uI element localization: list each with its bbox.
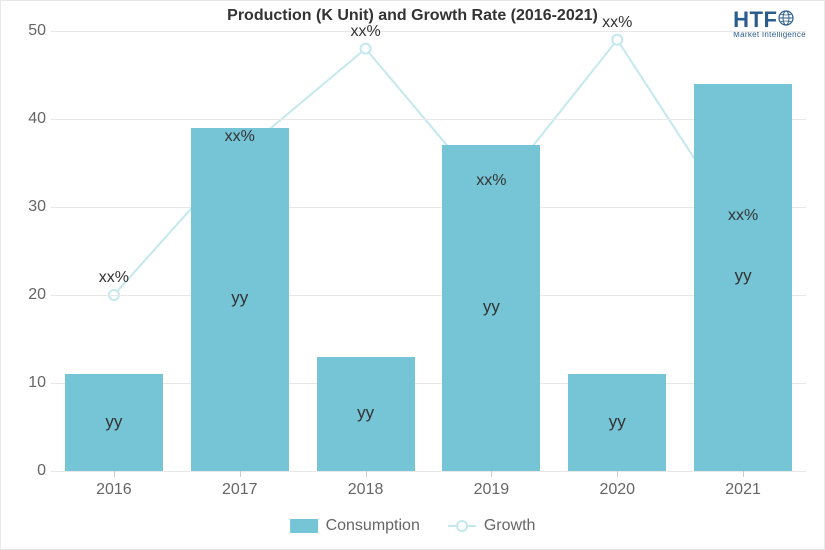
bar-group: yy2017 bbox=[191, 31, 289, 471]
bar-value-label: yy bbox=[191, 288, 289, 308]
grid-line bbox=[51, 471, 806, 472]
x-tick-mark bbox=[491, 471, 492, 477]
x-tick-label: 2020 bbox=[568, 481, 666, 499]
logo-text: HTF bbox=[733, 9, 777, 31]
bar-value-label: yy bbox=[568, 412, 666, 432]
growth-point-label: xx% bbox=[728, 207, 758, 225]
chart-title: Production (K Unit) and Growth Rate (201… bbox=[227, 7, 598, 25]
legend: Consumption Growth bbox=[290, 517, 536, 535]
x-tick-mark bbox=[617, 471, 618, 477]
bar-group: yy2019 bbox=[442, 31, 540, 471]
growth-point-label: xx% bbox=[350, 23, 380, 41]
legend-item-consumption: Consumption bbox=[290, 517, 420, 535]
growth-point-label: xx% bbox=[602, 14, 632, 32]
x-tick-label: 2021 bbox=[694, 481, 792, 499]
globe-icon bbox=[777, 9, 795, 27]
y-tick-label: 30 bbox=[16, 198, 46, 216]
grid-line bbox=[51, 295, 806, 296]
y-tick-label: 50 bbox=[16, 22, 46, 40]
legend-label-consumption: Consumption bbox=[326, 517, 420, 535]
x-tick-mark bbox=[743, 471, 744, 477]
grid-line bbox=[51, 31, 806, 32]
legend-item-growth: Growth bbox=[448, 517, 536, 535]
grid-line bbox=[51, 383, 806, 384]
legend-swatch-line bbox=[448, 519, 476, 533]
x-tick-label: 2018 bbox=[317, 481, 415, 499]
bar-group: yy2016 bbox=[65, 31, 163, 471]
bar-value-label: yy bbox=[694, 266, 792, 286]
x-tick-mark bbox=[366, 471, 367, 477]
grid-line bbox=[51, 207, 806, 208]
legend-label-growth: Growth bbox=[484, 517, 536, 535]
x-tick-mark bbox=[240, 471, 241, 477]
bar-group: yy2018 bbox=[317, 31, 415, 471]
growth-point-label: xx% bbox=[99, 269, 129, 287]
logo-main: HTF bbox=[733, 9, 806, 31]
bar-value-label: yy bbox=[317, 403, 415, 423]
bar-value-label: yy bbox=[65, 412, 163, 432]
x-tick-mark bbox=[114, 471, 115, 477]
x-tick-label: 2019 bbox=[442, 481, 540, 499]
legend-swatch-bar bbox=[290, 519, 318, 533]
y-tick-label: 40 bbox=[16, 110, 46, 128]
bar-value-label: yy bbox=[442, 297, 540, 317]
y-tick-label: 0 bbox=[16, 462, 46, 480]
grid-line bbox=[51, 119, 806, 120]
chart-container: Production (K Unit) and Growth Rate (201… bbox=[0, 0, 825, 550]
y-tick-label: 10 bbox=[16, 374, 46, 392]
x-tick-label: 2017 bbox=[191, 481, 289, 499]
growth-line bbox=[51, 31, 806, 471]
y-tick-label: 20 bbox=[16, 286, 46, 304]
plot-area: 01020304050yy2016yy2017yy2018yy2019yy202… bbox=[51, 31, 806, 471]
bar-group: yy2021 bbox=[694, 31, 792, 471]
x-tick-label: 2016 bbox=[65, 481, 163, 499]
growth-point-label: xx% bbox=[225, 128, 255, 146]
bar-group: yy2020 bbox=[568, 31, 666, 471]
growth-point-label: xx% bbox=[476, 172, 506, 190]
